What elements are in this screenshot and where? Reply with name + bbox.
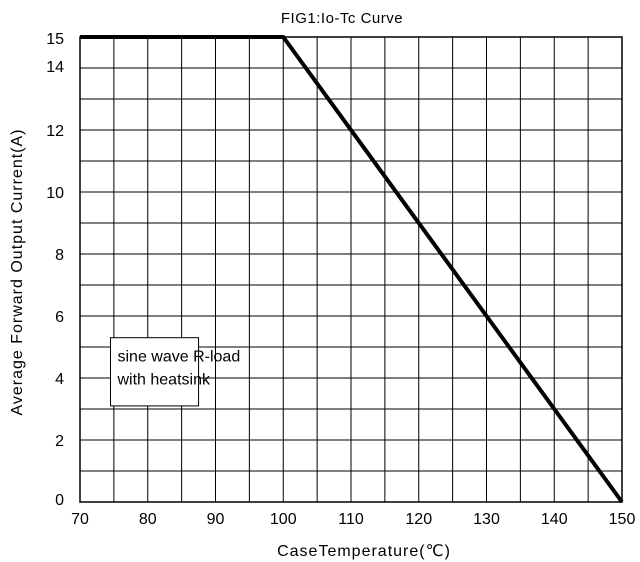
annotation-line: sine wave R-load — [117, 349, 240, 366]
y-tick-label: 2 — [55, 433, 64, 450]
y-tick-label: 14 — [46, 59, 64, 76]
x-tick-label: 100 — [270, 511, 297, 528]
x-tick-label: 130 — [473, 511, 500, 528]
x-tick-label: 110 — [338, 511, 364, 528]
x-axis-label: CaseTemperature(℃) — [277, 543, 451, 560]
x-tick-labels: 70 80 90 100 110 120 130 140 150 — [71, 511, 635, 528]
x-tick-label: 70 — [71, 511, 89, 528]
x-tick-label: 140 — [541, 511, 568, 528]
y-tick-label: 12 — [46, 123, 64, 140]
annotation: sine wave R-load with heatsink — [109, 337, 240, 407]
annotation-box — [109, 337, 200, 407]
annotation-line: with heatsink — [116, 372, 210, 389]
y-tick-labels: 0 2 4 6 8 10 12 14 15 — [46, 31, 64, 509]
chart-title: FIG1:Io-Tc Curve — [281, 10, 403, 27]
plot-area — [80, 35, 624, 504]
y-tick-label: 8 — [55, 247, 64, 264]
y-tick-label: 10 — [46, 185, 64, 202]
y-axis-label: Average Forward Output Current(A) — [9, 128, 26, 415]
y-tick-label: 4 — [55, 371, 64, 388]
x-tick-label: 80 — [139, 511, 157, 528]
series-line — [80, 35, 624, 504]
grid — [79, 36, 623, 503]
plot-frame — [79, 36, 623, 503]
x-tick-label: 120 — [405, 511, 432, 528]
x-tick-label: 90 — [207, 511, 225, 528]
y-tick-label: 0 — [55, 492, 64, 509]
x-tick-label: 150 — [609, 511, 636, 528]
y-tick-label: 15 — [46, 31, 64, 48]
y-tick-label: 6 — [55, 309, 64, 326]
